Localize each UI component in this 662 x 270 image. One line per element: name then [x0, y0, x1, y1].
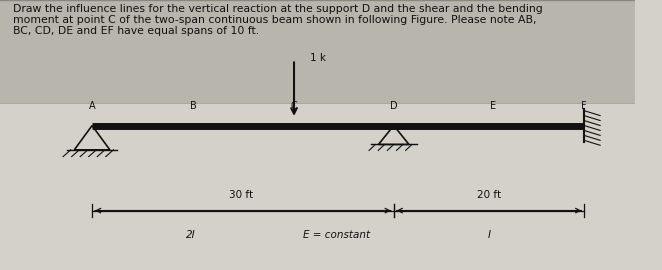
Text: B: B	[190, 101, 197, 111]
Text: 2I: 2I	[186, 230, 195, 240]
Text: BC, CD, DE and EF have equal spans of 10 ft.: BC, CD, DE and EF have equal spans of 10…	[13, 26, 259, 36]
Text: moment at point C of the two-span continuous beam shown in following Figure. Ple: moment at point C of the two-span contin…	[13, 15, 536, 25]
Text: E = constant: E = constant	[303, 230, 370, 240]
Text: F: F	[581, 101, 587, 111]
Text: Draw the influence lines for the vertical reaction at the support D and the shea: Draw the influence lines for the vertica…	[13, 4, 542, 14]
Text: C: C	[291, 101, 297, 111]
Text: 1 k: 1 k	[310, 53, 326, 63]
FancyBboxPatch shape	[0, 0, 635, 103]
Text: 30 ft: 30 ft	[229, 190, 254, 200]
Text: E: E	[491, 101, 496, 111]
Text: A: A	[89, 101, 95, 111]
Text: D: D	[390, 101, 398, 111]
Text: 20 ft: 20 ft	[477, 190, 501, 200]
Text: I: I	[487, 230, 491, 240]
